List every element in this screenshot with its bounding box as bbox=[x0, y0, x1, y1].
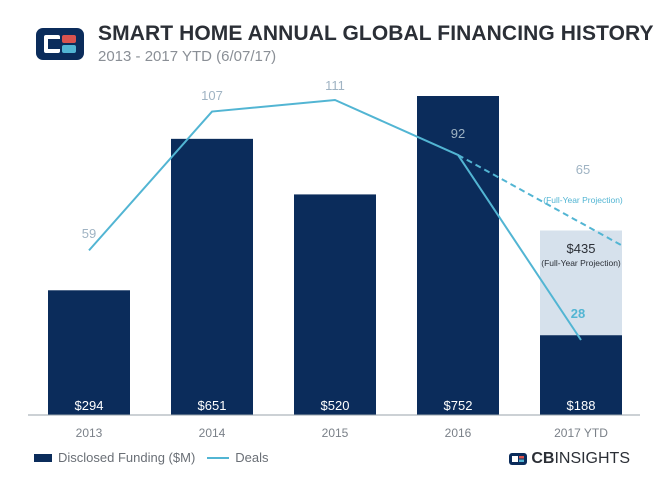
legend: Disclosed Funding ($M) Deals bbox=[34, 450, 269, 465]
x-tick-label: 2013 bbox=[76, 426, 103, 440]
bar-label: $752 bbox=[444, 398, 473, 413]
bar-label: $188 bbox=[567, 398, 596, 413]
projection-funding-label: $435 bbox=[567, 241, 596, 256]
legend-deals-swatch bbox=[207, 456, 230, 459]
deals-label: 59 bbox=[82, 226, 96, 241]
x-tick-label: 2014 bbox=[199, 426, 226, 440]
bar-2015 bbox=[294, 194, 376, 415]
projection-funding-note: (Full-Year Projection) bbox=[541, 258, 621, 268]
brand-cb: CB bbox=[531, 450, 555, 467]
projection-deals-label: 65 bbox=[576, 162, 590, 177]
bar-2013 bbox=[48, 290, 130, 415]
deals-label: 28 bbox=[571, 306, 585, 321]
chart-title: SMART HOME ANNUAL GLOBAL FINANCING HISTO… bbox=[98, 22, 654, 45]
brand-wordmark: CB INSIGHTS bbox=[509, 450, 630, 468]
cb-insights-logo bbox=[36, 28, 84, 60]
x-tick-label: 2015 bbox=[322, 426, 349, 440]
deals-label: 92 bbox=[451, 126, 465, 141]
projection-deals-note: (Full-Year Projection) bbox=[543, 195, 623, 205]
deals-label: 111 bbox=[325, 78, 345, 93]
x-tick-label: 2017 YTD bbox=[554, 426, 608, 440]
bar-2017-ytd bbox=[540, 335, 622, 415]
chart-subtitle: 2013 - 2017 YTD (6/07/17) bbox=[98, 48, 277, 65]
brand-logo-icon bbox=[509, 453, 528, 465]
brand-insights: INSIGHTS bbox=[554, 450, 630, 467]
legend-funding-label: Disclosed Funding ($M) bbox=[58, 450, 196, 465]
legend-funding-swatch bbox=[34, 453, 52, 462]
bar-label: $294 bbox=[75, 398, 104, 413]
x-tick-label: 2016 bbox=[445, 426, 472, 440]
bar-label: $520 bbox=[321, 398, 350, 413]
deals-projection-line bbox=[457, 154, 622, 246]
legend-deals-label: Deals bbox=[235, 450, 269, 465]
bar-2016 bbox=[417, 96, 499, 415]
deals-line bbox=[88, 98, 582, 341]
bar-label: $651 bbox=[198, 398, 227, 413]
deals-label: 107 bbox=[201, 88, 223, 103]
bar-2014 bbox=[171, 138, 253, 415]
